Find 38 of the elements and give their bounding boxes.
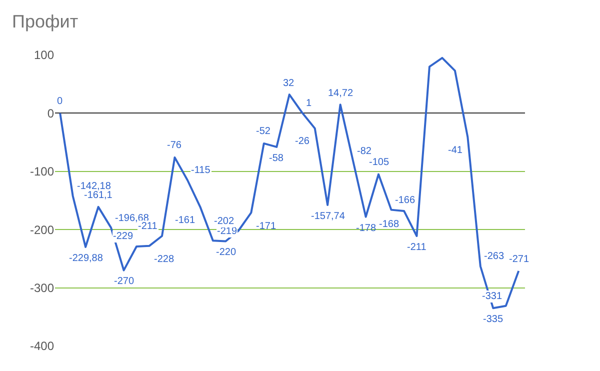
data-label: -105 [369, 157, 390, 168]
data-label: -171 [256, 221, 276, 232]
data-label: -168 [379, 219, 400, 230]
data-label: -58 [269, 153, 284, 164]
data-label: -52 [256, 126, 271, 137]
data-label: -229,88 [69, 253, 104, 264]
data-label: 14,72 [328, 88, 354, 99]
data-label: -271 [509, 254, 530, 265]
data-label: -270 [114, 276, 134, 287]
data-label: 0 [57, 96, 63, 107]
data-label: -161,1 [84, 190, 113, 201]
y-tick-label: 0 [47, 106, 54, 120]
data-label: -161 [175, 215, 196, 226]
y-tick-label: -400 [30, 339, 54, 354]
data-label: -202 [214, 216, 234, 227]
y-tick-label: 100 [34, 48, 54, 62]
data-label: -211 [138, 221, 158, 232]
data-label: -228 [154, 254, 174, 265]
data-label: -76 [167, 140, 182, 151]
data-label: -166 [395, 195, 416, 206]
y-tick-label: -100 [30, 164, 54, 179]
data-label: -115 [191, 165, 211, 176]
data-label: -142,18 [77, 181, 112, 192]
data-label: -82 [357, 146, 372, 157]
data-label: -41 [448, 145, 463, 156]
data-label: -220 [216, 247, 236, 258]
data-label: 32 [283, 78, 295, 89]
data-label: -331 [482, 291, 502, 302]
data-label: -229 [113, 231, 134, 242]
data-label: -263 [484, 251, 504, 262]
data-label: -157,74 [311, 211, 346, 222]
y-tick-label: -300 [30, 281, 54, 295]
data-label: 1 [306, 98, 312, 109]
data-label: -211 [407, 242, 427, 253]
data-label: -335 [483, 314, 504, 325]
data-label: -26 [295, 136, 310, 147]
chart-title: Профит [12, 11, 78, 32]
y-tick-label: -200 [30, 222, 54, 237]
